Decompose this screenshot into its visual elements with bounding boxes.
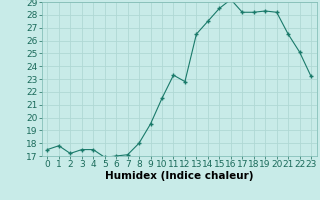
X-axis label: Humidex (Indice chaleur): Humidex (Indice chaleur): [105, 171, 253, 181]
